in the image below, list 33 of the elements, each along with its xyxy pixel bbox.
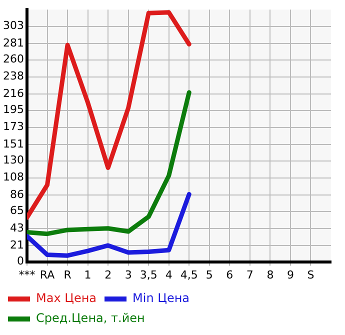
x-tick-label: 3,5: [140, 268, 158, 282]
legend-label: Max Цена: [36, 291, 97, 306]
x-tick-label: 1: [84, 268, 92, 282]
x-tick-label: 3: [124, 268, 132, 282]
x-tick-label: RA: [40, 268, 56, 282]
y-tick-label: 151: [2, 137, 24, 150]
y-tick-label: 173: [2, 120, 24, 134]
x-tick-label: 9: [286, 268, 294, 282]
x-tick-label: 8: [266, 268, 274, 282]
y-tick-label: 238: [2, 70, 24, 83]
x-tick-label: S: [307, 268, 314, 282]
x-tick-label: ***: [18, 268, 36, 282]
x-tick-label: 7: [246, 268, 254, 282]
legend-label: Сред.Цена, т.йен: [36, 311, 145, 326]
y-tick-label: 86: [10, 188, 24, 201]
y-tick-label: 195: [2, 103, 24, 116]
legend-label: Min Цена: [132, 291, 190, 306]
x-tick-label: 4: [165, 268, 172, 282]
x-tick-label: 6: [226, 268, 234, 282]
x-tick-label: 2: [104, 268, 112, 282]
x-tick-label: 5: [206, 268, 213, 282]
y-tick-label: 303: [2, 19, 24, 32]
y-tick-label: 130: [2, 154, 24, 167]
y-tick-label: 21: [10, 238, 24, 252]
y-tick-label: 65: [10, 204, 24, 218]
x-tick-label: 4,5: [180, 268, 198, 282]
y-tick-label: 260: [2, 52, 24, 66]
y-tick-label: 108: [2, 170, 24, 184]
y-tick-label: 43: [10, 221, 24, 234]
x-tick-label: R: [64, 268, 72, 282]
y-tick-label: 281: [2, 36, 24, 50]
y-tick-label: 216: [2, 86, 24, 100]
y-tick-label: 0: [16, 254, 24, 268]
